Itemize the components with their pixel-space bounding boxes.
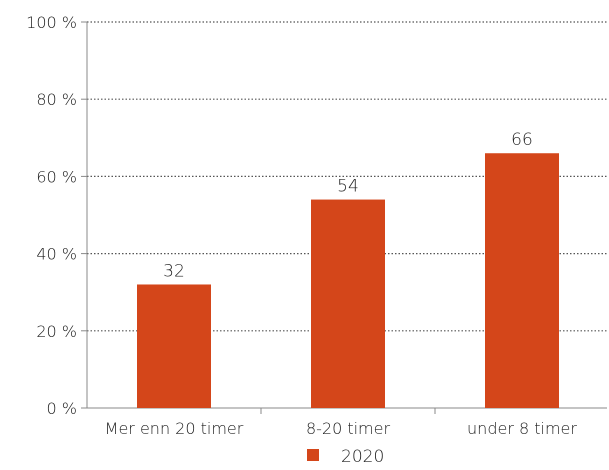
data-label-2: 66 [511, 130, 533, 150]
legend-label-2020: 2020 [341, 447, 384, 467]
y-tick-label-80: 80 % [36, 90, 77, 109]
y-tick-label-100: 100 % [26, 13, 77, 32]
y-tick-label-40: 40 % [36, 245, 77, 264]
bar-under-8-timer [485, 153, 559, 408]
data-label-0: 32 [163, 261, 185, 281]
x-tick-labels: Mer enn 20 timer 8-20 timer under 8 timer [105, 419, 578, 438]
legend-swatch-2020 [307, 449, 319, 461]
x-tick-label-0: Mer enn 20 timer [105, 419, 244, 438]
bar-mer-enn-20-timer [137, 284, 211, 408]
bars [137, 153, 559, 408]
bar-8-20-timer [311, 199, 385, 408]
y-tick-label-60: 60 % [36, 167, 77, 186]
data-labels: 32 54 66 [163, 130, 533, 281]
legend: 2020 [307, 447, 384, 467]
y-tick-labels: 0 % 20 % 40 % 60 % 80 % 100 % [26, 13, 77, 418]
x-tick-label-1: 8-20 timer [306, 419, 391, 438]
y-tick-label-20: 20 % [36, 322, 77, 341]
x-tick-label-2: under 8 timer [467, 419, 577, 438]
data-label-1: 54 [337, 177, 359, 197]
y-tick-label-0: 0 % [47, 399, 77, 418]
